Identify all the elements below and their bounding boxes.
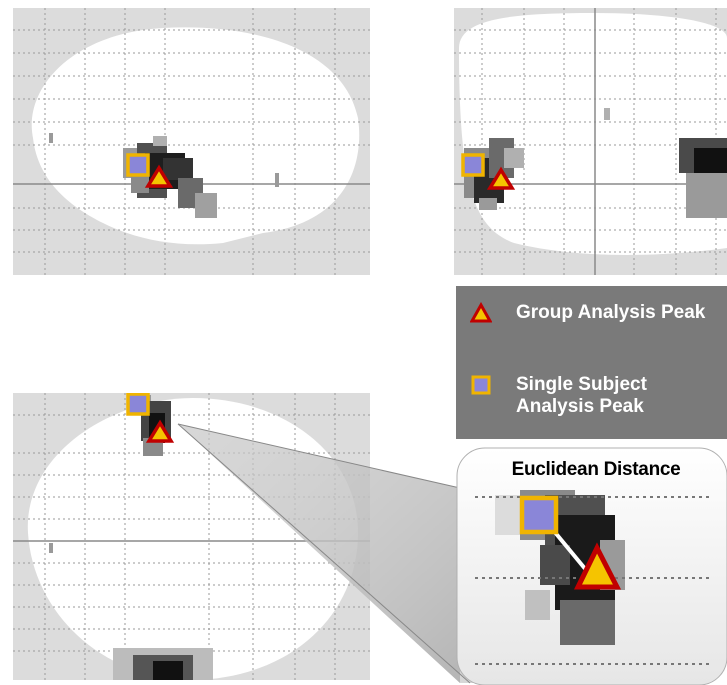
zoom-single-subject-peak [519, 495, 559, 535]
single-subject-peak [461, 153, 485, 177]
grid-lines [454, 8, 727, 275]
legend-label-group: Group Analysis Peak [516, 302, 706, 323]
triangle-marker-icon [470, 302, 492, 323]
sagittal-view [13, 8, 370, 275]
group-analysis-peak [144, 164, 174, 188]
coronal-view [454, 8, 727, 275]
group-analysis-peak [486, 166, 516, 190]
square-marker-icon [471, 375, 491, 395]
zoom-group-analysis-peak [574, 542, 622, 590]
legend: Group Analysis Peak Single Subject Analy… [456, 286, 727, 439]
group-analysis-peak [145, 419, 175, 443]
legend-item-group: Group Analysis Peak [456, 302, 716, 324]
sagittal-glass-brain [13, 8, 370, 275]
activation-blob [49, 395, 213, 680]
single-subject-peak [126, 153, 150, 177]
coronal-glass-brain [454, 8, 727, 275]
legend-item-single: Single Subject Analysis Peak [456, 374, 716, 418]
legend-label-single: Single Subject Analysis Peak [516, 374, 647, 417]
zoom-title: Euclidean Distance [511, 459, 681, 480]
single-subject-peak [126, 393, 150, 416]
activation-blob [464, 108, 727, 218]
